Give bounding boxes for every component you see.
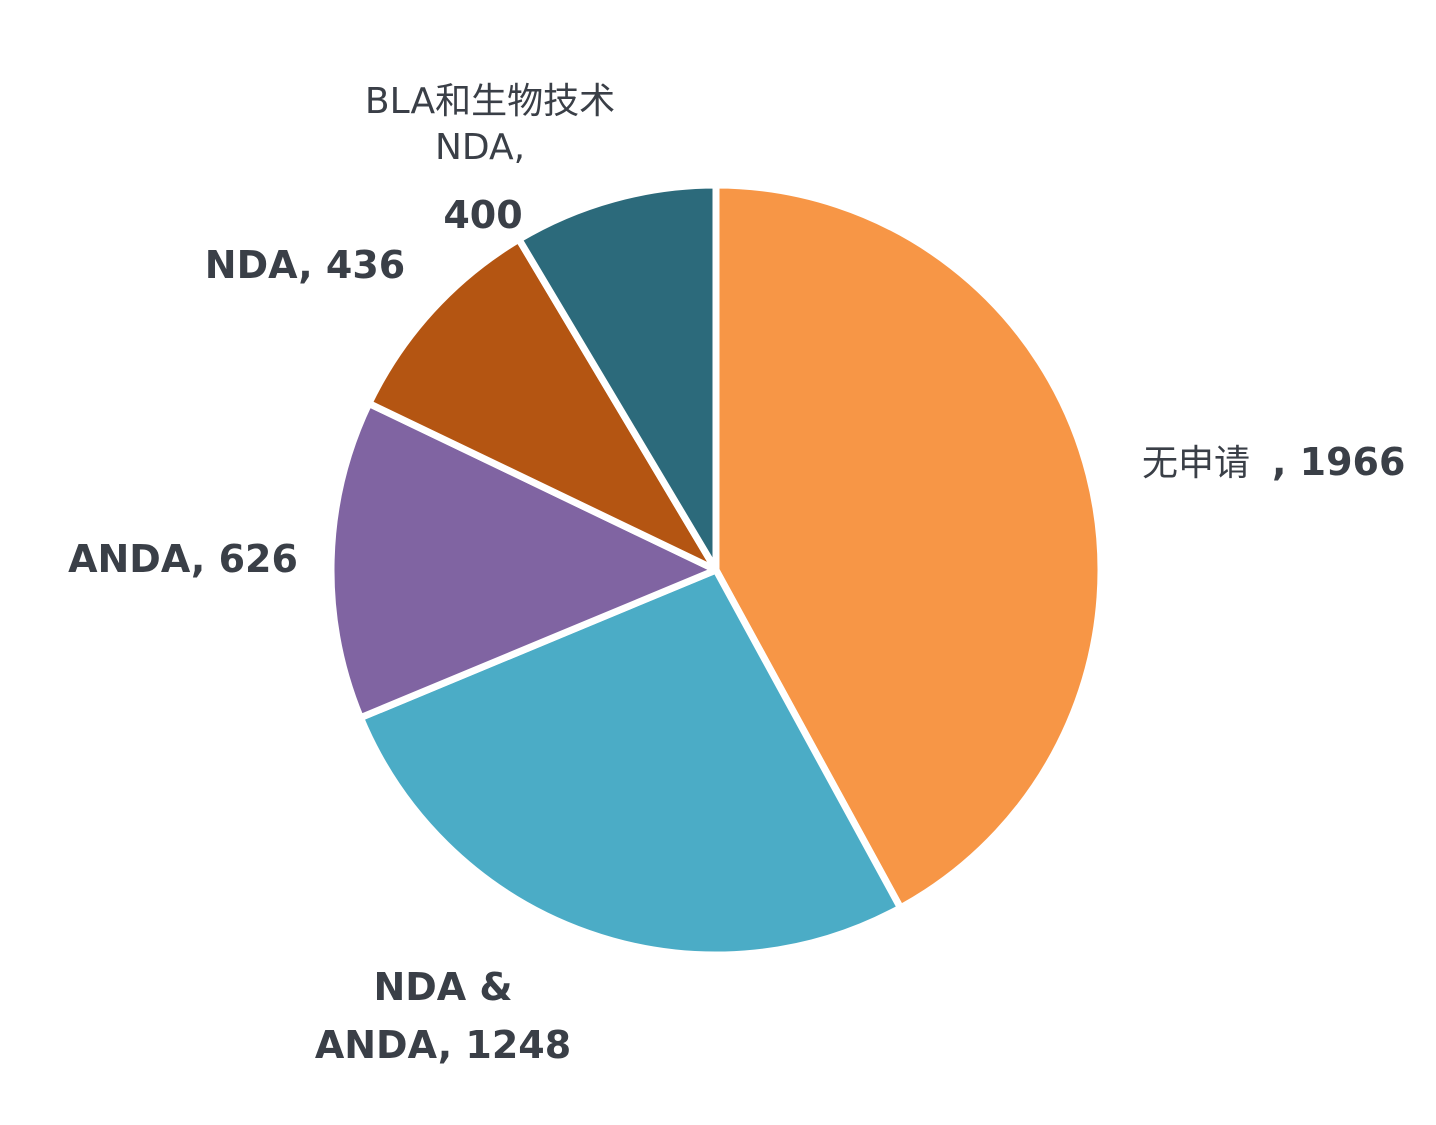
- pie-label-bla-biotech-nda-line-1: BLA和生物技术: [365, 81, 615, 122]
- pie-labels: 无申请, 1966 NDA & ANDA, 1248 ANDA, 626 NDA, 43…: [68, 81, 1405, 1067]
- pie-label-bla-biotech-nda-line-3: 400: [443, 193, 522, 237]
- pie-label-bla-biotech-nda-line-2: NDA,: [435, 127, 525, 168]
- pie-slice-bla-biotech-nda: [515, 181, 720, 574]
- pie-slice-anda: [327, 399, 720, 722]
- pie-slices: [327, 181, 1105, 959]
- pie-label-nda-anda-line-2: ANDA, 1248: [315, 1023, 571, 1067]
- pie-slice-nda: [365, 235, 720, 574]
- pie-label-nda-line-1: NDA, 436: [205, 243, 405, 287]
- pie-label-none: 无申请, 1966: [1142, 440, 1405, 484]
- pie-label-nda-anda-line-1: NDA &: [373, 965, 512, 1009]
- pie-label-anda-line-1: ANDA, 626: [68, 537, 298, 581]
- pie-slice-nda-anda: [356, 566, 905, 959]
- pie-slice-none: [712, 181, 1105, 912]
